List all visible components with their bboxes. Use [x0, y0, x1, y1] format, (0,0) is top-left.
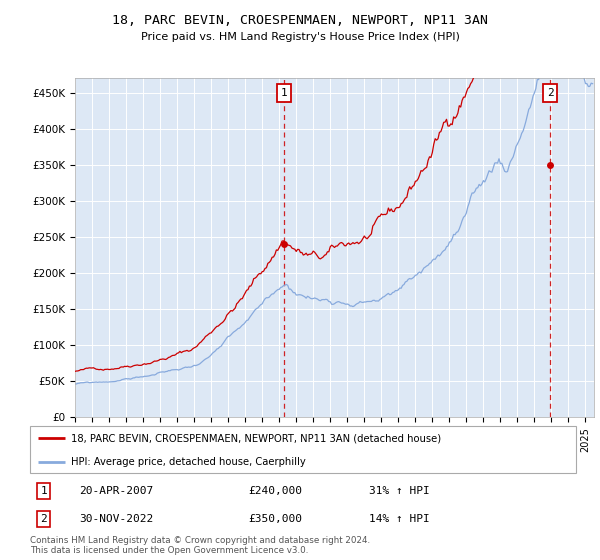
Text: 2: 2 — [547, 88, 553, 98]
Text: 2: 2 — [40, 514, 47, 524]
Text: 20-APR-2007: 20-APR-2007 — [79, 487, 154, 496]
Text: £240,000: £240,000 — [248, 487, 302, 496]
FancyBboxPatch shape — [30, 426, 576, 473]
Text: 30-NOV-2022: 30-NOV-2022 — [79, 514, 154, 524]
Text: 1: 1 — [281, 88, 287, 98]
Text: 14% ↑ HPI: 14% ↑ HPI — [368, 514, 429, 524]
Text: 18, PARC BEVIN, CROESPENMAEN, NEWPORT, NP11 3AN: 18, PARC BEVIN, CROESPENMAEN, NEWPORT, N… — [112, 14, 488, 27]
Text: 18, PARC BEVIN, CROESPENMAEN, NEWPORT, NP11 3AN (detached house): 18, PARC BEVIN, CROESPENMAEN, NEWPORT, N… — [71, 433, 441, 444]
Text: 31% ↑ HPI: 31% ↑ HPI — [368, 487, 429, 496]
Text: Contains HM Land Registry data © Crown copyright and database right 2024.: Contains HM Land Registry data © Crown c… — [30, 536, 370, 545]
Text: 1: 1 — [40, 487, 47, 496]
Text: This data is licensed under the Open Government Licence v3.0.: This data is licensed under the Open Gov… — [30, 546, 308, 555]
Text: HPI: Average price, detached house, Caerphilly: HPI: Average price, detached house, Caer… — [71, 457, 306, 467]
Text: Price paid vs. HM Land Registry's House Price Index (HPI): Price paid vs. HM Land Registry's House … — [140, 32, 460, 42]
Text: £350,000: £350,000 — [248, 514, 302, 524]
